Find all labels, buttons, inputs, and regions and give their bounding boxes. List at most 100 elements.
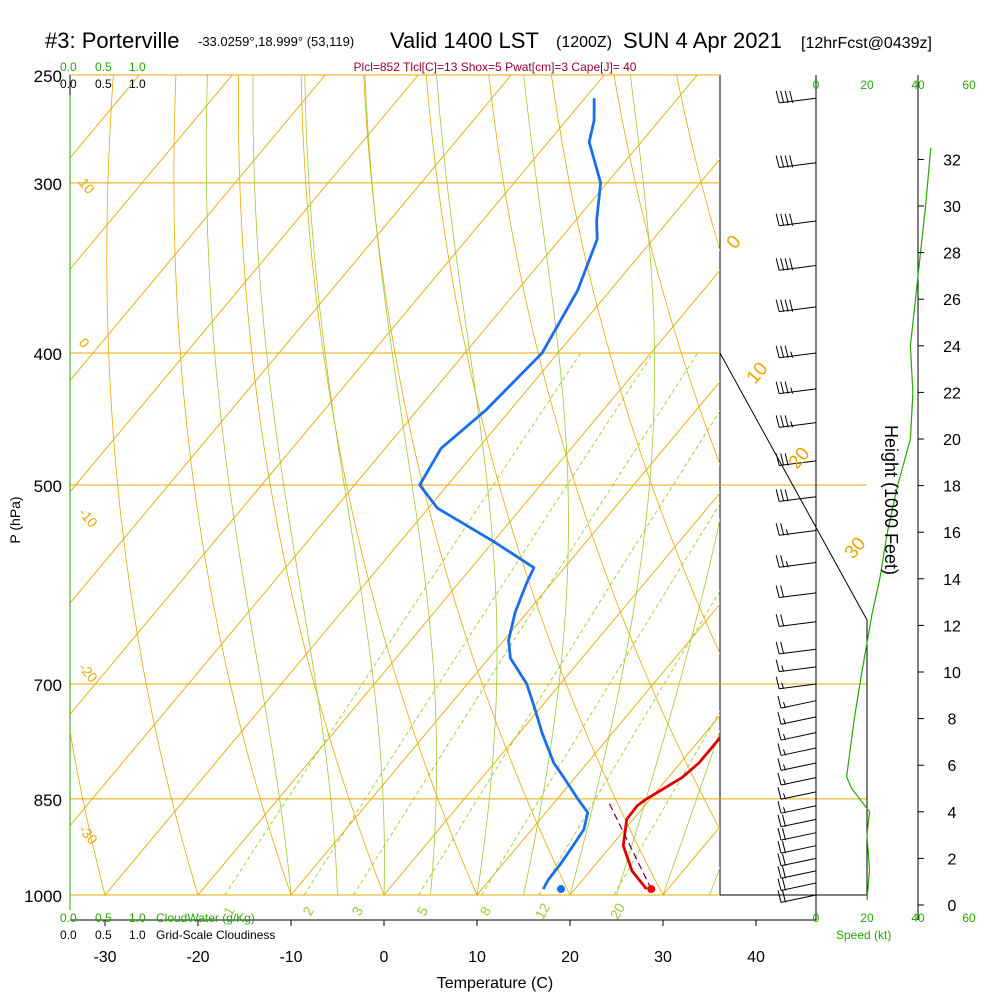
height-tick-label: 24 [943, 339, 961, 356]
wind-barb [775, 415, 817, 428]
cloud-scale-bottom-green-0: 0.0 [60, 911, 77, 925]
mixing-ratio-label: 3 [348, 903, 366, 918]
speed-top-0: 0 [813, 78, 820, 92]
height-tick-label: 18 [943, 479, 961, 496]
cloud-scale-top-black-1: 0.5 [95, 77, 112, 91]
pressure-tick-label: 1000 [24, 887, 62, 906]
height-axis-title: Height (1000 Feet) [881, 425, 901, 575]
height-tick-label: 14 [943, 572, 961, 589]
sounding-parameters: Plcl=852 Tlcl[C]=13 Shox=5 Pwat[cm]=3 Ca… [354, 60, 637, 74]
isotherm-line [70, 75, 326, 382]
forecast-hour: [12hrFcst@0439z] [801, 35, 932, 52]
height-tick-label: 30 [943, 199, 961, 216]
isotherm-label-right: 0 [723, 232, 746, 254]
isotherm-label-left: 0 [76, 335, 93, 351]
mixing-ratio-line [613, 710, 720, 895]
moist-adiabat-line [304, 75, 385, 895]
speed-axis-label: Speed (kt) [836, 928, 891, 942]
dry-adiabat-line [927, 75, 1000, 895]
height-tick-label: 16 [943, 525, 961, 542]
cloud-scale-bottom-black-1: 0.5 [95, 928, 112, 942]
wind-barb [777, 853, 817, 867]
pressure-tick-label: 700 [34, 676, 62, 695]
mixing-ratio-label: 5 [413, 903, 431, 918]
pressure-tick-label: 400 [34, 345, 62, 364]
wind-barb [777, 758, 817, 771]
pressure-tick-label: 500 [34, 477, 62, 496]
speed-bottom-40: 40 [911, 911, 925, 925]
wind-barb [775, 614, 817, 627]
cloud-scale-bottom-green-1: 0.5 [95, 911, 112, 925]
height-tick-label: 20 [943, 432, 961, 449]
isotherm-label-left: -30 [76, 822, 101, 848]
speed-top-60: 60 [962, 78, 976, 92]
cloud-scale-top-black-0: 0.0 [60, 77, 77, 91]
height-tick-label: 8 [948, 712, 957, 729]
forecast-date: SUN 4 Apr 2021 [623, 28, 782, 53]
dry-adiabat-line [363, 75, 571, 895]
moist-adiabat-line [523, 75, 569, 895]
wind-barb [777, 878, 817, 891]
x-tick-label: -30 [93, 949, 116, 966]
isotherm-line [383, 492, 720, 895]
station-title: #3: Porterville [45, 28, 180, 53]
mixing-ratio-line [224, 352, 582, 895]
x-axis-title: Temperature (C) [437, 975, 553, 992]
isotherm-line [70, 75, 233, 270]
cloud-scale-bottom-green-2: 1.0 [129, 911, 146, 925]
cloud-scale-bottom-black-0: 0.0 [60, 928, 77, 942]
station-coords: -33.0259°,18.999° (53,119) [198, 34, 354, 49]
wind-barb [775, 381, 817, 395]
wind-barb [777, 801, 817, 814]
moist-adiabat-line [252, 75, 338, 895]
speed-top-40: 40 [911, 78, 925, 92]
surface-dewpoint-dot [557, 885, 566, 894]
isotherm-line [849, 75, 1000, 895]
height-tick-label: 10 [943, 665, 961, 682]
wind-barb [775, 641, 817, 655]
moist-adiabat-line [569, 75, 655, 895]
height-tick-label: 32 [943, 152, 961, 169]
zulu-time: (1200Z) [556, 34, 612, 51]
mixing-ratio-label: 20 [606, 900, 628, 922]
wind-barb [775, 659, 817, 673]
dry-adiabat-line [300, 75, 478, 895]
wind-barb [777, 890, 817, 903]
mixing-ratio-line [481, 502, 720, 895]
mixing-ratio-label: 2 [299, 903, 317, 918]
dry-adiabat-line [237, 75, 385, 895]
dry-adiabat-line [488, 75, 720, 831]
wind-barb [775, 345, 817, 359]
pressure-tick-label: 300 [34, 175, 62, 194]
moist-adiabat-line [436, 75, 498, 895]
parcel-path [607, 799, 652, 890]
dewpoint-profile-line [418, 98, 602, 890]
wind-panel-frame [719, 75, 919, 920]
wind-barb [775, 489, 817, 502]
wind-speed-profile [845, 147, 932, 901]
wind-barb [777, 787, 817, 800]
height-tick-label: 12 [943, 618, 961, 635]
moist-adiabat-line [616, 517, 720, 895]
dry-adiabat-line [613, 75, 720, 466]
pressure-tick-label: 850 [34, 791, 62, 810]
x-tick-label: -10 [279, 949, 302, 966]
dry-adiabat-line [0, 75, 12, 895]
speed-bottom-0: 0 [813, 911, 820, 925]
isotherm-line [476, 603, 720, 895]
pressure-tick-label: 250 [34, 67, 62, 86]
wind-barb [775, 453, 817, 467]
x-tick-label: 30 [654, 949, 672, 966]
x-tick-label: 40 [747, 949, 765, 966]
cloud-water-label: CloudWater (g/Kg) [156, 911, 255, 925]
wind-speed-line [845, 147, 932, 901]
valid-time: Valid 1400 LST [390, 28, 539, 53]
mixing-ratio-label: 12 [531, 900, 553, 922]
isotherm-label-left: 10 [76, 175, 98, 197]
height-tick-label: 28 [943, 246, 961, 263]
cloudiness-label: Grid-Scale Cloudiness [156, 928, 275, 942]
x-tick-label: 10 [468, 949, 486, 966]
height-tick-label: 26 [943, 292, 961, 309]
mixing-ratio-grid [224, 352, 720, 895]
